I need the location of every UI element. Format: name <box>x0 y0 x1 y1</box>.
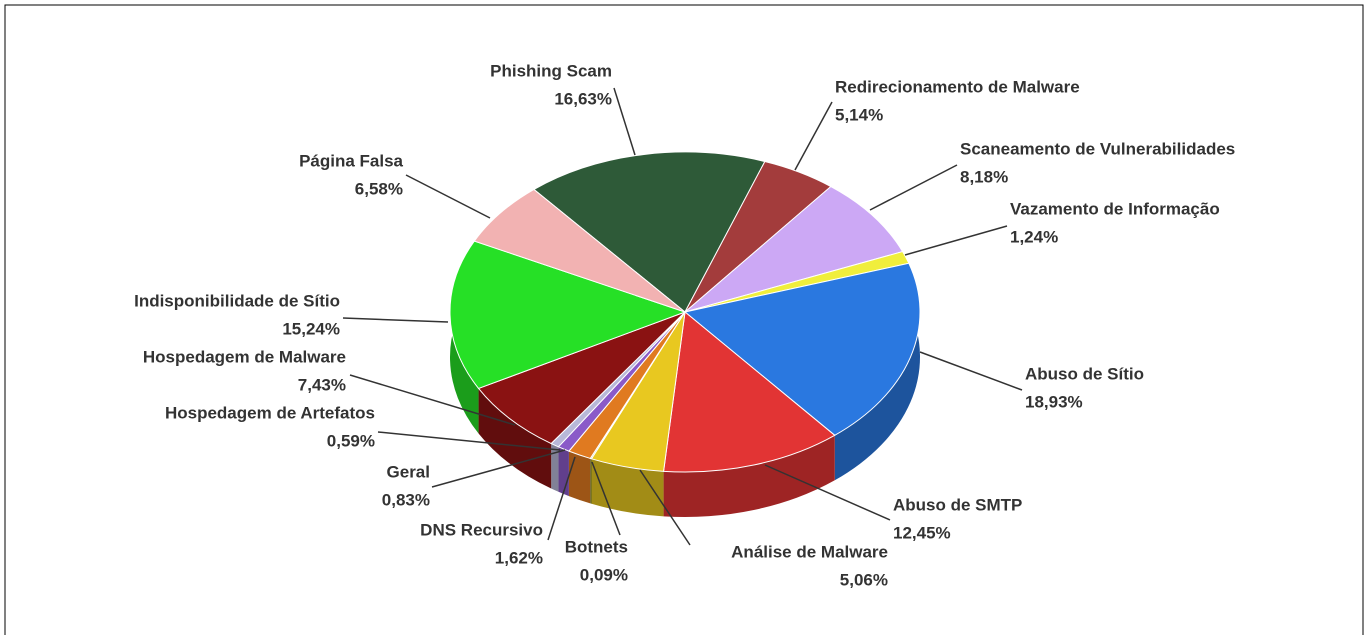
leader-line <box>639 469 691 546</box>
slice-label: Phishing Scam <box>490 61 612 80</box>
slice-label: Análise de Malware <box>731 542 888 561</box>
slice-label: Geral <box>387 462 430 481</box>
leader-line <box>904 225 1008 256</box>
slice <box>533 151 766 313</box>
slice-value-label: 0,83% <box>382 490 430 509</box>
slice-value-label: 8,18% <box>960 167 1008 186</box>
slice <box>473 188 686 313</box>
slice-side <box>551 443 559 492</box>
leader-line <box>342 317 449 323</box>
leader-line <box>349 374 516 426</box>
slice-side <box>663 435 835 517</box>
leader-line <box>869 164 958 211</box>
slice-value-label: 1,62% <box>495 548 543 567</box>
slice-label: Redirecionamento de Malware <box>835 77 1080 96</box>
slice <box>683 262 921 436</box>
slice-label: DNS Recursivo <box>420 520 543 539</box>
slice-value-label: 12,45% <box>893 523 951 542</box>
slice-label: Abuso de SMTP <box>893 495 1022 514</box>
leader-line <box>377 431 561 451</box>
slice-value-label: 6,58% <box>355 179 403 198</box>
slice <box>684 185 904 313</box>
leader-line <box>794 101 833 171</box>
slice-side <box>478 388 552 489</box>
slice-value-label: 0,09% <box>580 565 628 584</box>
slice-value-label: 15,24% <box>282 319 340 338</box>
slice <box>477 311 686 445</box>
slice-value-label: 5,06% <box>840 570 888 589</box>
leader-line <box>919 351 1023 391</box>
leader-line <box>591 461 621 536</box>
slice-side <box>590 458 592 504</box>
slice-value-label: 18,93% <box>1025 392 1083 411</box>
slice-label: Botnets <box>565 537 628 556</box>
slice-label: Scaneamento de Vulnerabilidades <box>960 139 1235 158</box>
slice-side <box>558 446 569 497</box>
slice-label: Hospedagem de Artefatos <box>165 403 375 422</box>
slice-value-label: 16,63% <box>554 89 612 108</box>
slice-value-label: 7,43% <box>298 375 346 394</box>
slice-label: Abuso de Sítio <box>1025 364 1144 383</box>
slice-side <box>591 458 664 517</box>
slice-value-label: 1,24% <box>1010 227 1058 246</box>
slice-side <box>568 451 591 504</box>
leader-line <box>431 449 566 488</box>
slice-value-label: 0,59% <box>327 431 375 450</box>
slice-value-label: 5,14% <box>835 105 883 124</box>
slice-label: Hospedagem de Malware <box>143 347 346 366</box>
slice-label: Indisponibilidade de Sítio <box>134 291 340 310</box>
slice <box>449 240 687 390</box>
slice-label: Página Falsa <box>299 151 403 170</box>
slice-side <box>834 263 920 481</box>
slice-label: Vazamento de Informação <box>1010 199 1220 218</box>
leader-line <box>764 464 891 521</box>
slice <box>663 311 836 473</box>
leader-line <box>405 174 491 219</box>
leader-line <box>547 456 576 541</box>
leader-line <box>613 87 636 156</box>
